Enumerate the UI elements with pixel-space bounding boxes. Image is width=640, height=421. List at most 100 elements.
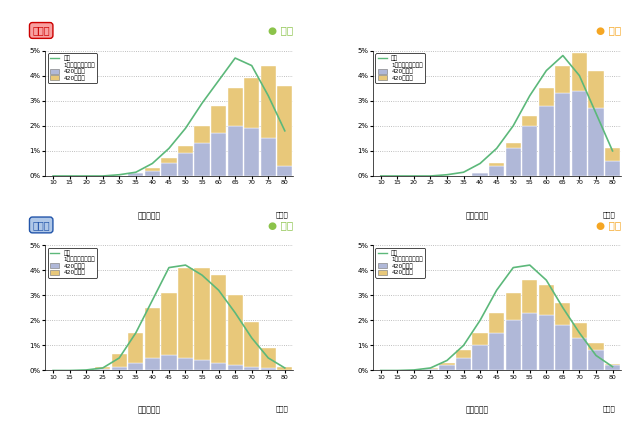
Text: ● 男子: ● 男子	[268, 220, 293, 230]
Bar	[211, 363, 226, 370]
Text: 体力合計点: 体力合計点	[138, 405, 161, 415]
Bar	[572, 323, 587, 338]
Bar	[489, 333, 504, 370]
Bar	[244, 128, 259, 176]
Bar	[522, 313, 538, 370]
Text: 小学校: 小学校	[33, 25, 50, 35]
Text: ● 女子: ● 女子	[596, 25, 621, 35]
Bar	[588, 71, 604, 108]
Bar	[178, 268, 193, 358]
Bar	[161, 163, 177, 176]
Bar	[489, 313, 504, 333]
Bar	[472, 333, 488, 345]
Bar	[128, 363, 143, 370]
Bar	[195, 360, 210, 370]
Bar	[588, 350, 604, 370]
Legend: 全体, 1週間の総運動時間, 420分未満, 420分以上: 全体, 1週間の総運動時間, 420分未満, 420分以上	[376, 53, 425, 83]
Bar	[440, 365, 454, 370]
Bar	[522, 116, 538, 126]
Text: （点）: （点）	[603, 405, 616, 412]
Bar	[95, 369, 110, 370]
Bar	[277, 166, 292, 176]
Bar	[95, 367, 110, 369]
Bar	[211, 106, 226, 133]
Bar	[539, 106, 554, 176]
Legend: 全体, 1週間の総運動時間, 420分未満, 420分以上: 全体, 1週間の総運動時間, 420分未満, 420分以上	[376, 248, 425, 277]
Bar	[605, 364, 620, 365]
Bar	[605, 365, 620, 370]
Bar	[572, 338, 587, 370]
Bar	[178, 358, 193, 370]
Bar	[556, 93, 570, 176]
Bar	[161, 293, 177, 355]
Bar	[228, 365, 243, 370]
Bar	[556, 303, 570, 325]
Bar	[244, 367, 259, 370]
Bar	[211, 133, 226, 176]
Bar	[111, 354, 127, 367]
Bar	[195, 126, 210, 144]
Bar	[128, 173, 143, 176]
Bar	[145, 308, 160, 358]
Bar	[228, 295, 243, 365]
Bar	[605, 161, 620, 176]
Bar	[456, 350, 471, 358]
Bar	[572, 91, 587, 176]
Bar	[111, 367, 127, 370]
Bar	[195, 144, 210, 176]
Bar	[145, 358, 160, 370]
Bar	[556, 66, 570, 93]
Bar	[556, 325, 570, 370]
Bar	[228, 126, 243, 176]
Text: （点）: （点）	[275, 405, 288, 412]
Bar	[161, 355, 177, 370]
Bar	[489, 166, 504, 176]
Bar	[472, 173, 488, 176]
Bar	[456, 358, 471, 370]
Text: ● 女子: ● 女子	[596, 220, 621, 230]
Text: 体力合計点: 体力合計点	[465, 405, 488, 415]
Bar	[145, 168, 160, 171]
Legend: 全体, 1週間の総運動時間, 420分未満, 420分以上: 全体, 1週間の総運動時間, 420分未満, 420分以上	[48, 53, 97, 83]
Text: 中学校: 中学校	[33, 220, 50, 230]
Bar	[260, 368, 276, 370]
Bar	[522, 126, 538, 176]
Bar	[260, 348, 276, 368]
Bar	[211, 275, 226, 363]
Bar	[539, 315, 554, 370]
Text: ● 男子: ● 男子	[268, 25, 293, 35]
Bar	[423, 369, 438, 370]
Bar	[522, 280, 538, 313]
Bar	[506, 293, 521, 320]
Bar	[178, 153, 193, 176]
Bar	[588, 108, 604, 176]
Bar	[260, 66, 276, 139]
Bar	[244, 78, 259, 128]
Text: 体力合計点: 体力合計点	[138, 211, 161, 220]
Text: （点）: （点）	[603, 211, 616, 218]
Bar	[506, 144, 521, 148]
Legend: 全体, 1週間の総運動時間, 420分未満, 420分以上: 全体, 1週間の総運動時間, 420分未満, 420分以上	[48, 248, 97, 277]
Text: 体力合計点: 体力合計点	[465, 211, 488, 220]
Bar	[195, 268, 210, 360]
Bar	[506, 320, 521, 370]
Bar	[145, 171, 160, 176]
Bar	[472, 345, 488, 370]
Bar	[489, 163, 504, 166]
Bar	[440, 363, 454, 365]
Bar	[178, 146, 193, 153]
Bar	[277, 85, 292, 166]
Bar	[244, 322, 259, 367]
Bar	[572, 53, 587, 91]
Bar	[539, 285, 554, 315]
Bar	[128, 333, 143, 363]
Bar	[277, 367, 292, 370]
Bar	[260, 139, 276, 176]
Bar	[539, 88, 554, 106]
Bar	[605, 148, 620, 161]
Bar	[228, 88, 243, 126]
Bar	[506, 148, 521, 176]
Text: （点）: （点）	[275, 211, 288, 218]
Bar	[161, 158, 177, 163]
Bar	[588, 343, 604, 350]
